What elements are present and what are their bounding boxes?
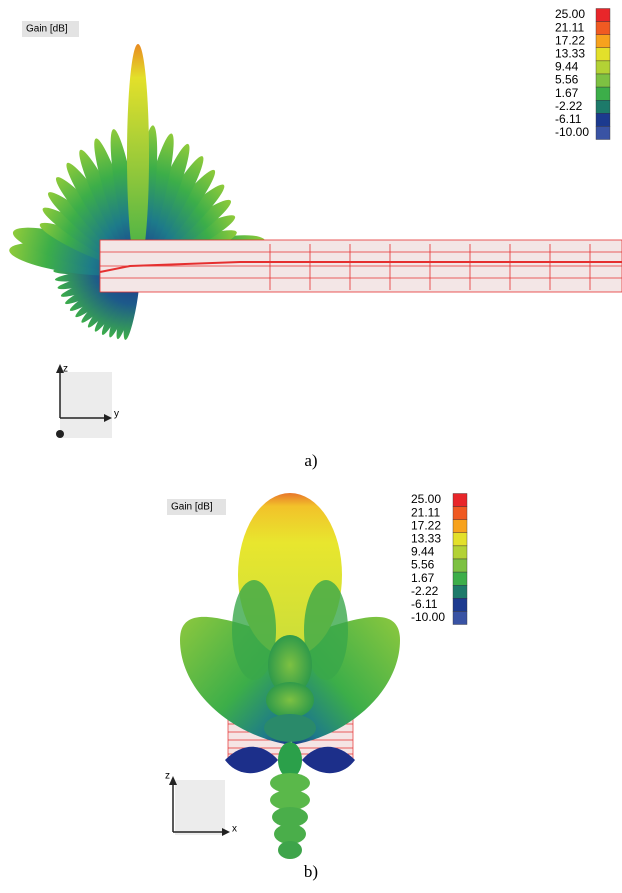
legend-label: 1.67 bbox=[411, 571, 435, 585]
legend-label: -6.11 bbox=[411, 597, 438, 611]
axis-label: z bbox=[63, 364, 68, 375]
radiation-pattern bbox=[7, 44, 268, 341]
axis-label: x bbox=[232, 824, 237, 835]
legend-swatch bbox=[596, 61, 610, 74]
legend-swatch bbox=[453, 494, 467, 507]
panel-title: Gain [dB] bbox=[26, 24, 68, 35]
axis-triad: z y bbox=[56, 364, 119, 438]
legend-label: 13.33 bbox=[555, 46, 585, 60]
legend-swatch bbox=[453, 520, 467, 533]
legend-label: 21.11 bbox=[411, 505, 440, 519]
legend-swatch bbox=[596, 9, 610, 22]
legend-swatch bbox=[453, 559, 467, 572]
legend-label: 9.44 bbox=[555, 60, 579, 74]
legend-label: 25.00 bbox=[411, 492, 441, 506]
antenna-wireframe bbox=[100, 240, 622, 292]
color-legend: 25.0021.1117.2213.339.445.561.67-2.22-6.… bbox=[555, 7, 610, 139]
legend-swatch bbox=[596, 22, 610, 35]
legend-swatch bbox=[453, 533, 467, 546]
legend-label: -2.22 bbox=[411, 584, 439, 598]
legend-label: -6.11 bbox=[555, 112, 582, 126]
legend-label: 1.67 bbox=[555, 86, 579, 100]
legend-swatch bbox=[596, 74, 610, 87]
legend-swatch bbox=[596, 100, 610, 113]
legend-label: 25.00 bbox=[555, 7, 585, 21]
legend-swatch bbox=[596, 126, 610, 139]
legend-swatch bbox=[453, 598, 467, 611]
axis-triad: z x bbox=[165, 771, 237, 836]
legend-swatch bbox=[596, 48, 610, 61]
panel-title: Gain [dB] bbox=[171, 502, 213, 513]
color-legend: 25.0021.1117.2213.339.445.561.67-2.22-6.… bbox=[411, 492, 467, 624]
figure: z y Gain [dB] 25.0021.1117.2213.339.445.… bbox=[0, 0, 622, 888]
legend-label: 21.11 bbox=[555, 20, 584, 34]
legend-label: 17.22 bbox=[411, 518, 441, 532]
caption: b) bbox=[304, 862, 318, 881]
legend-label: -10.00 bbox=[555, 125, 589, 139]
main-lobe bbox=[127, 44, 149, 268]
legend-swatch bbox=[453, 507, 467, 520]
legend-label: 5.56 bbox=[555, 73, 579, 87]
caption: a) bbox=[304, 451, 317, 470]
legend-swatch bbox=[453, 572, 467, 585]
legend-label: -10.00 bbox=[411, 610, 445, 624]
legend-label: 9.44 bbox=[411, 545, 435, 559]
legend-label: 17.22 bbox=[555, 33, 585, 47]
legend-swatch bbox=[596, 87, 610, 100]
legend-swatch bbox=[453, 585, 467, 598]
legend-swatch bbox=[596, 113, 610, 126]
legend-label: 5.56 bbox=[411, 558, 435, 572]
legend-label: 13.33 bbox=[411, 531, 441, 545]
axis-label: y bbox=[114, 409, 119, 420]
legend-swatch bbox=[596, 35, 610, 48]
legend-swatch bbox=[453, 611, 467, 624]
legend-label: -2.22 bbox=[555, 99, 583, 113]
page: z y Gain [dB] 25.0021.1117.2213.339.445.… bbox=[0, 0, 622, 893]
axis-label: z bbox=[165, 771, 170, 782]
legend-swatch bbox=[453, 546, 467, 559]
